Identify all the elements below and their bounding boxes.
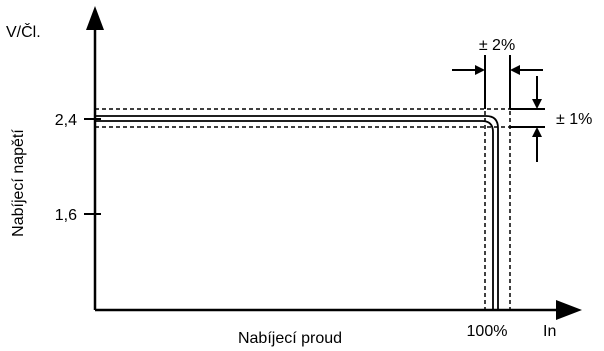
current-tolerance-label: ± 2%	[479, 37, 515, 54]
y-tick-label-2-4: 2,4	[55, 112, 77, 129]
characteristic-inner-line	[95, 120, 494, 310]
y-axis-title: Nabíjecí napětí	[10, 129, 27, 237]
voltage-tolerance-label: ± 1%	[556, 111, 592, 128]
x-axis-arrow-icon	[556, 300, 582, 320]
y-axis-unit: V/Čl.	[6, 22, 41, 41]
characteristic-outer-line	[95, 115, 499, 310]
y-tick-label-1-6: 1,6	[55, 207, 77, 224]
y-axis-arrow-icon	[86, 6, 104, 30]
x-tick-label-100: 100%	[467, 323, 508, 340]
x-axis-title: Nabíjecí proud	[238, 330, 342, 347]
x-axis-unit: In	[543, 323, 556, 340]
